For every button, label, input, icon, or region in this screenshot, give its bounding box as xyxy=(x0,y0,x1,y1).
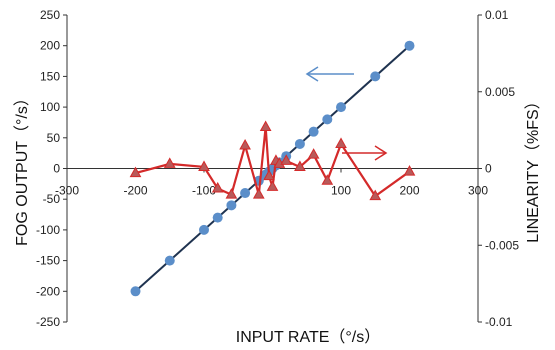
linearity-point xyxy=(259,120,272,132)
linearity-series xyxy=(129,120,416,201)
fog-output-point xyxy=(164,255,175,266)
linearity-point xyxy=(294,160,306,171)
x-tick-label: -100 xyxy=(192,184,216,198)
linearity-point xyxy=(369,189,382,201)
fog-output-point xyxy=(199,224,209,235)
left-arrowhead-icon xyxy=(305,66,319,82)
x-axis-ticks: -300 -200 -100 100 200 300 xyxy=(55,168,488,198)
fog-output-point xyxy=(294,138,305,149)
linearity-point xyxy=(129,166,142,178)
right-y-tick-label: -0.01 xyxy=(485,315,513,329)
x-tick-label: 300 xyxy=(468,184,488,198)
left-y-axis-title: FOG OUTPUT（°/s） xyxy=(13,90,31,246)
fog-output-point xyxy=(308,126,319,137)
x-tick-label: 100 xyxy=(331,184,351,198)
left-y-tick-label: 150 xyxy=(40,69,60,83)
linearity-point xyxy=(198,160,210,171)
linearity-point xyxy=(225,188,238,199)
left-y-tick-label: -50 xyxy=(43,192,61,206)
linearity-point xyxy=(266,180,279,191)
left-y-tick-label: 100 xyxy=(40,100,60,114)
fog-output-point xyxy=(226,200,237,211)
left-y-tick-label: -150 xyxy=(36,254,60,268)
left-y-tick-label: -100 xyxy=(36,223,60,237)
linearity-point xyxy=(335,137,347,148)
fog-output-point xyxy=(240,188,251,199)
left-y-tick-label: 50 xyxy=(47,131,61,145)
linearity-point xyxy=(239,138,251,150)
right-y-tick-label: -0.005 xyxy=(485,238,519,252)
fog-output-point xyxy=(212,212,223,223)
linearity-point xyxy=(263,169,275,181)
fog-output-point xyxy=(336,102,346,113)
right-y-tick-label: 0.005 xyxy=(485,85,515,99)
right-y-tick-label: 0.01 xyxy=(485,8,509,22)
left-y-tick-label: -200 xyxy=(36,284,60,298)
fog-output-point xyxy=(130,286,141,297)
linearity-point xyxy=(280,154,293,165)
linearity-point xyxy=(307,148,320,159)
x-axis-title: INPUT RATE（°/s） xyxy=(236,328,381,346)
x-tick-label: -200 xyxy=(123,184,147,198)
fog-output-point xyxy=(322,114,333,125)
axis-indicator-arrows xyxy=(305,66,388,161)
right-arrowhead-icon xyxy=(374,145,388,161)
linearity-point xyxy=(163,157,176,168)
left-y-tick-label: -250 xyxy=(36,315,60,329)
x-tick-label: -300 xyxy=(55,184,79,198)
right-y-axis-title: LINEARITY（%FS） xyxy=(524,93,542,242)
left-y-tick-label: 250 xyxy=(40,8,60,22)
linearity-point xyxy=(252,188,265,199)
fog-output-point xyxy=(404,40,415,51)
linearity-point xyxy=(403,165,416,176)
right-y-axis-ticks: 0.01 0.005 0 -0.005 -0.01 xyxy=(478,8,519,329)
linearity-point xyxy=(211,181,224,193)
right-y-tick-label: 0 xyxy=(485,162,492,176)
left-y-tick-label: 200 xyxy=(40,39,60,53)
left-y-axis-ticks: 250 200 150 100 50 0 -50 -100 -150 -200 -250 xyxy=(36,8,67,329)
fog-output-point xyxy=(370,71,381,82)
left-y-tick-label: 0 xyxy=(53,162,60,176)
linearity-point xyxy=(321,174,334,185)
x-tick-label: 200 xyxy=(399,184,419,198)
